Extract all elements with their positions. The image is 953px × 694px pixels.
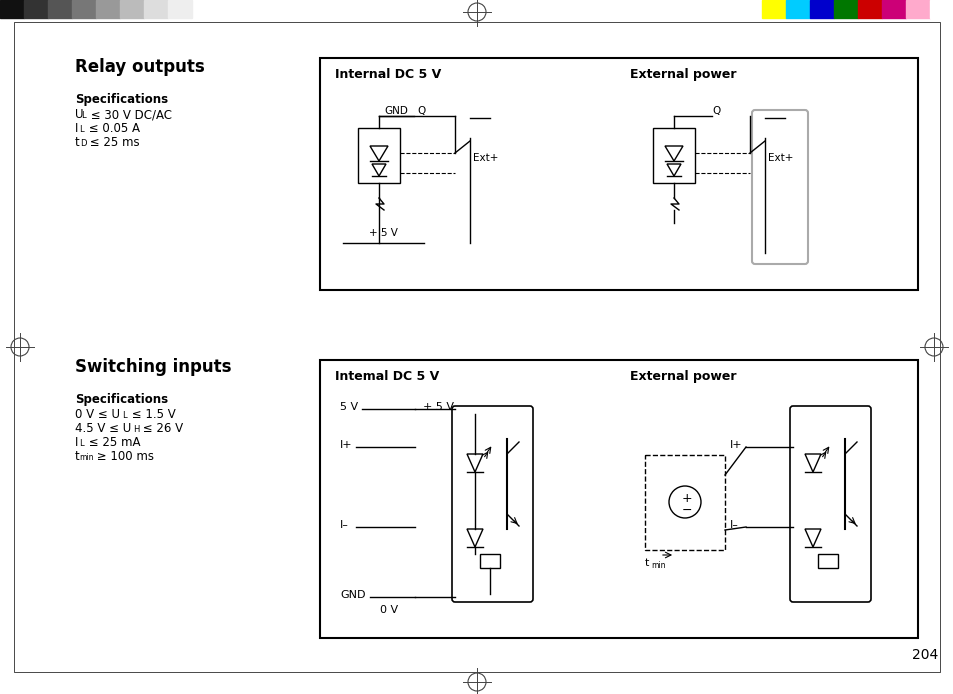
Text: U: U xyxy=(75,108,84,121)
Bar xyxy=(48,0,71,18)
Bar xyxy=(785,0,809,18)
Text: I+: I+ xyxy=(729,440,741,450)
Text: ≤ 26 V: ≤ 26 V xyxy=(139,422,183,435)
Text: ≤ 25 ms: ≤ 25 ms xyxy=(86,136,139,149)
Text: 4.5 V ≤ U: 4.5 V ≤ U xyxy=(75,422,132,435)
Text: + 5 V: + 5 V xyxy=(422,402,454,412)
Text: 5 V: 5 V xyxy=(339,402,357,412)
Text: H: H xyxy=(132,425,139,434)
Text: External power: External power xyxy=(629,68,736,81)
Bar xyxy=(479,554,499,568)
Text: D: D xyxy=(80,139,87,148)
Bar xyxy=(71,0,96,18)
Bar xyxy=(652,128,695,183)
Text: + 5 V: + 5 V xyxy=(369,228,397,238)
Text: +: + xyxy=(681,492,692,505)
Bar xyxy=(644,455,724,550)
Text: I–: I– xyxy=(339,520,349,530)
Text: I–: I– xyxy=(729,520,739,530)
Text: ≤ 1.5 V: ≤ 1.5 V xyxy=(128,408,175,421)
Text: Intemal DC 5 V: Intemal DC 5 V xyxy=(335,370,438,383)
Text: I: I xyxy=(75,436,78,449)
Text: 204: 204 xyxy=(911,648,937,662)
Text: ≤ 30 V DC/AC: ≤ 30 V DC/AC xyxy=(87,108,172,121)
Text: L: L xyxy=(79,125,84,134)
Text: Specifications: Specifications xyxy=(75,93,168,106)
Text: ≤ 25 mA: ≤ 25 mA xyxy=(85,436,140,449)
Text: Ext+: Ext+ xyxy=(473,153,497,163)
Text: min: min xyxy=(79,453,93,462)
Bar xyxy=(96,0,120,18)
Bar xyxy=(929,0,953,18)
Text: 0 V: 0 V xyxy=(379,605,397,615)
Text: t: t xyxy=(644,558,649,568)
Text: Q: Q xyxy=(711,106,720,116)
Text: Specifications: Specifications xyxy=(75,393,168,406)
Text: Switching inputs: Switching inputs xyxy=(75,358,232,376)
Text: I+: I+ xyxy=(339,440,353,450)
Bar xyxy=(833,0,857,18)
Text: Ext+: Ext+ xyxy=(767,153,793,163)
Bar xyxy=(809,0,833,18)
Text: L: L xyxy=(79,439,84,448)
Bar xyxy=(120,0,144,18)
Bar xyxy=(857,0,882,18)
Bar xyxy=(882,0,905,18)
Bar xyxy=(0,0,24,18)
Text: t: t xyxy=(75,136,80,149)
Text: External power: External power xyxy=(629,370,736,383)
Bar xyxy=(905,0,929,18)
Text: −: − xyxy=(681,504,692,517)
Text: min: min xyxy=(650,561,665,570)
Text: L: L xyxy=(122,411,127,420)
Text: GND: GND xyxy=(384,106,408,116)
Text: L: L xyxy=(81,111,86,120)
Text: GND: GND xyxy=(339,590,365,600)
Text: ≤ 0.05 A: ≤ 0.05 A xyxy=(85,122,140,135)
Bar xyxy=(24,0,48,18)
Text: Relay outputs: Relay outputs xyxy=(75,58,205,76)
Bar xyxy=(144,0,168,18)
Text: Internal DC 5 V: Internal DC 5 V xyxy=(335,68,441,81)
Bar xyxy=(761,0,785,18)
Text: 0 V ≤ U: 0 V ≤ U xyxy=(75,408,120,421)
Text: ≥ 100 ms: ≥ 100 ms xyxy=(92,450,153,463)
Text: I: I xyxy=(75,122,78,135)
Bar xyxy=(817,554,837,568)
Bar xyxy=(319,360,917,638)
Bar xyxy=(357,128,399,183)
Text: Q: Q xyxy=(416,106,425,116)
Text: t: t xyxy=(75,450,80,463)
Bar xyxy=(319,58,917,290)
Bar xyxy=(168,0,192,18)
